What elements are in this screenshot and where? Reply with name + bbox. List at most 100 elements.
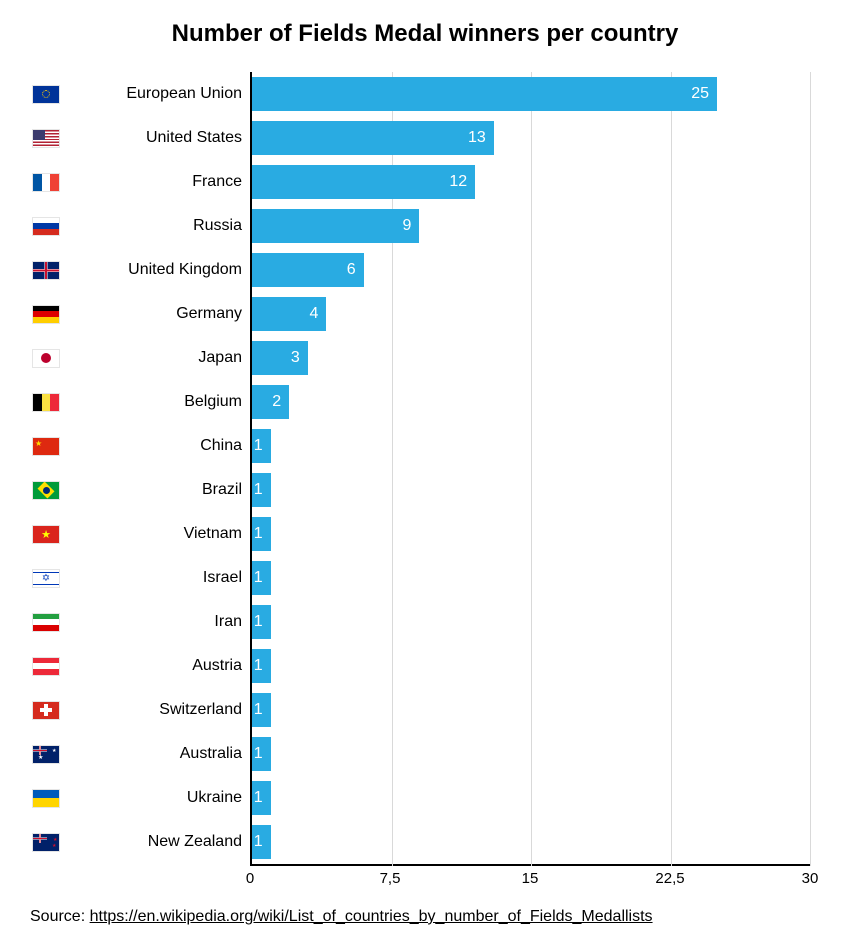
row-label: ★ China [32,424,242,468]
source-prefix: Source: [30,908,90,925]
flag-icon [32,613,60,632]
x-tick-label: 30 [802,870,819,887]
country-name: Japan [72,349,242,367]
country-name: United Kingdom [72,261,242,279]
bar: 13 [252,121,494,155]
flag-icon: ★ [32,437,60,456]
country-name: Austria [72,657,242,675]
country-name: Israel [72,569,242,587]
bar-row: United Kingdom6 [252,248,810,292]
source-line: Source: https://en.wikipedia.org/wiki/Li… [30,908,820,926]
row-label: United States [32,116,242,160]
x-axis: 07,51522,530 [250,866,810,896]
country-name: Brazil [72,481,242,499]
bar-row: ★★New Zealand1 [252,820,810,864]
row-label: ★★ Australia [32,732,242,776]
row-label: European Union [32,72,242,116]
flag-icon [32,173,60,192]
bar-row: ★★Australia1 [252,732,810,776]
plot-area: European Union25United States13France12R… [250,72,810,866]
bar: 1 [252,473,271,507]
bar: 1 [252,517,271,551]
country-name: Switzerland [72,701,242,719]
bar: 12 [252,165,475,199]
bar-row: Ukraine1 [252,776,810,820]
country-name: Australia [72,745,242,763]
flag-icon [32,789,60,808]
flag-icon [32,217,60,236]
bar: 6 [252,253,364,287]
row-label: ★ Vietnam [32,512,242,556]
bar: 3 [252,341,308,375]
grid-line [810,72,811,866]
flag-icon [32,129,60,148]
flag-icon [32,701,60,720]
flag-icon [32,349,60,368]
bar-row: Switzerland1 [252,688,810,732]
bar: 1 [252,781,271,815]
bar-row: Belgium2 [252,380,810,424]
bar-row: Germany4 [252,292,810,336]
bar: 1 [252,561,271,595]
row-label: Japan [32,336,242,380]
flag-icon: ★★ [32,745,60,764]
row-label: United Kingdom [32,248,242,292]
row-label: Switzerland [32,688,242,732]
bar: 1 [252,825,271,859]
country-name: United States [72,129,242,147]
bar: 25 [252,77,717,111]
bar-row: ✡Israel1 [252,556,810,600]
source-link[interactable]: https://en.wikipedia.org/wiki/List_of_co… [90,908,653,925]
flag-icon [32,657,60,676]
row-label: Germany [32,292,242,336]
bar-rows: European Union25United States13France12R… [252,72,810,864]
country-name: France [72,173,242,191]
bar: 2 [252,385,289,419]
flag-icon [32,305,60,324]
flag-icon: ✡ [32,569,60,588]
country-name: Germany [72,305,242,323]
bar: 1 [252,429,271,463]
bar-row: Japan3 [252,336,810,380]
row-label: Russia [32,204,242,248]
bar: 1 [252,649,271,683]
country-name: China [72,437,242,455]
row-label: Iran [32,600,242,644]
bar: 1 [252,693,271,727]
bar-row: France12 [252,160,810,204]
bar-row: ★Vietnam1 [252,512,810,556]
country-name: Iran [72,613,242,631]
bar-row: Iran1 [252,600,810,644]
row-label: Ukraine [32,776,242,820]
flag-icon: ★ [32,525,60,544]
row-label: ✡ Israel [32,556,242,600]
row-label: Brazil [32,468,242,512]
x-tick-label: 22,5 [655,870,684,887]
bar-row: United States13 [252,116,810,160]
bar-row: ★China1 [252,424,810,468]
flag-icon [32,393,60,412]
flag-icon [32,261,60,280]
row-label: Belgium [32,380,242,424]
bar: 1 [252,737,271,771]
chart-container: European Union25United States13France12R… [30,72,820,896]
row-label: ★★ New Zealand [32,820,242,864]
x-tick-label: 15 [522,870,539,887]
bar-row: Austria1 [252,644,810,688]
country-name: Russia [72,217,242,235]
country-name: New Zealand [72,833,242,851]
country-name: Belgium [72,393,242,411]
bar-row: European Union25 [252,72,810,116]
bar: 9 [252,209,419,243]
country-name: European Union [72,85,242,103]
chart-title: Number of Fields Medal winners per count… [30,20,820,48]
x-tick-label: 7,5 [380,870,401,887]
flag-icon: ★★ [32,833,60,852]
x-tick-label: 0 [246,870,254,887]
flag-icon [32,481,60,500]
country-name: Vietnam [72,525,242,543]
row-label: France [32,160,242,204]
bar-row: Brazil1 [252,468,810,512]
row-label: Austria [32,644,242,688]
bar: 1 [252,605,271,639]
